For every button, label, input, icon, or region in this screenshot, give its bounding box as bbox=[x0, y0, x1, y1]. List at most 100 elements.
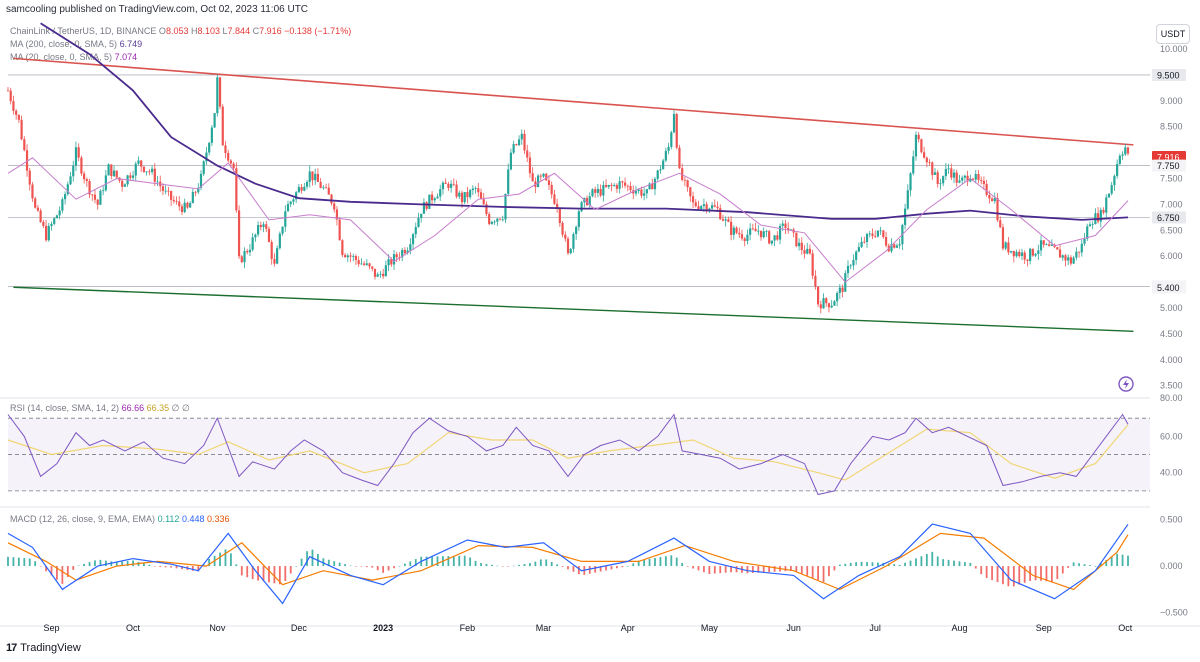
candle-body bbox=[161, 186, 165, 191]
macd-histogram-bar bbox=[610, 566, 613, 570]
candle-body bbox=[450, 183, 453, 188]
candle-body bbox=[153, 168, 156, 182]
macd-histogram-bar bbox=[72, 566, 75, 570]
candle-body bbox=[455, 184, 458, 197]
candle-body bbox=[191, 191, 194, 204]
macd-histogram-bar bbox=[164, 566, 167, 568]
time-axis-tick-label: Sep bbox=[43, 623, 59, 633]
price-axis-tick-label: 4.500 bbox=[1160, 329, 1183, 339]
candle-series bbox=[6, 74, 1130, 314]
candle-body bbox=[107, 164, 110, 176]
candle-body bbox=[477, 188, 480, 193]
candle-body bbox=[110, 164, 113, 177]
candle-body bbox=[1061, 255, 1064, 258]
macd-histogram-bar bbox=[300, 558, 303, 567]
currency-button[interactable]: USDT bbox=[1156, 24, 1190, 44]
candle-body bbox=[958, 180, 961, 183]
macd-histogram-bar bbox=[925, 554, 928, 567]
candle-body bbox=[278, 233, 281, 249]
macd-histogram-bar bbox=[605, 566, 607, 571]
candle-body bbox=[194, 191, 197, 193]
candle-body bbox=[23, 139, 26, 151]
macd-histogram-bar bbox=[306, 551, 308, 567]
candle-body bbox=[1107, 193, 1111, 198]
candle-body bbox=[645, 189, 648, 194]
macd-histogram-bar bbox=[730, 566, 733, 573]
macd-histogram-bar bbox=[784, 566, 787, 572]
price-axis-tick-label: 7.500 bbox=[1160, 174, 1183, 184]
candle-body bbox=[749, 228, 752, 235]
candle-body bbox=[1102, 209, 1105, 213]
candle-body bbox=[1118, 155, 1121, 164]
macd-histogram-bar bbox=[230, 553, 232, 567]
candle-body bbox=[653, 178, 657, 190]
macd-histogram-bar bbox=[920, 556, 923, 567]
macd-histogram-bar bbox=[1121, 554, 1124, 567]
candle-body bbox=[615, 184, 619, 189]
macd-histogram-bar bbox=[1045, 566, 1048, 582]
candle-body bbox=[591, 189, 594, 197]
candle-body bbox=[610, 184, 613, 186]
candle-body bbox=[121, 180, 124, 187]
macd-histogram-bar bbox=[1127, 555, 1129, 567]
candle-body bbox=[305, 181, 309, 187]
candle-body bbox=[536, 175, 540, 188]
candle-body bbox=[433, 198, 436, 201]
macd-histogram-bar bbox=[45, 566, 47, 572]
macd-histogram-bar bbox=[333, 561, 336, 567]
candle-body bbox=[659, 169, 662, 171]
candle-body bbox=[939, 183, 942, 185]
candle-body bbox=[61, 199, 64, 211]
candle-body bbox=[520, 133, 523, 140]
candle-body bbox=[1072, 257, 1075, 264]
candle-body bbox=[322, 187, 325, 189]
candle-body bbox=[471, 188, 474, 191]
candle-body bbox=[406, 250, 409, 254]
macd-histogram-bar bbox=[77, 565, 80, 567]
macd-histogram-bar bbox=[539, 559, 542, 567]
price-tag-label: 5.400 bbox=[1157, 283, 1180, 293]
candle-body bbox=[553, 194, 556, 204]
candle-body bbox=[923, 152, 926, 158]
candle-body bbox=[488, 214, 491, 224]
macd-histogram-bar bbox=[474, 560, 477, 567]
candle-body bbox=[183, 202, 186, 213]
candle-body bbox=[700, 206, 703, 209]
price-axis-tick-label: 4.000 bbox=[1160, 355, 1183, 365]
tradingview-logo[interactable]: 17 TradingView bbox=[6, 642, 81, 654]
macd-histogram-bar bbox=[327, 559, 330, 567]
macd-histogram-bar bbox=[572, 566, 575, 572]
candle-body bbox=[830, 305, 833, 308]
candle-body bbox=[1116, 163, 1119, 176]
candle-body bbox=[800, 242, 803, 251]
macd-histogram-bar bbox=[811, 566, 814, 578]
ma20-label: MA (20, close, 0, SMA, 5) bbox=[10, 52, 113, 62]
candle-body bbox=[751, 228, 754, 230]
candle-body bbox=[1004, 242, 1007, 249]
candle-body bbox=[384, 265, 387, 277]
macd-histogram-bar bbox=[828, 566, 830, 577]
candle-body bbox=[787, 227, 790, 231]
macd-histogram-bar bbox=[817, 566, 819, 580]
candle-body bbox=[909, 173, 912, 191]
candle-body bbox=[585, 197, 589, 206]
candle-body bbox=[523, 133, 526, 151]
candle-body bbox=[447, 183, 450, 188]
candle-body bbox=[708, 208, 711, 211]
candle-body bbox=[346, 255, 349, 258]
macd-histogram-bar bbox=[838, 564, 841, 567]
macd-histogram-bar bbox=[447, 556, 450, 567]
candle-body bbox=[670, 132, 673, 147]
macd-axis-tick-label: 0.500 bbox=[1160, 514, 1183, 524]
candle-body bbox=[816, 286, 820, 305]
candle-body bbox=[55, 215, 59, 219]
macd-histogram-bar bbox=[50, 566, 53, 576]
candle-body bbox=[150, 168, 154, 172]
candle-body bbox=[1105, 197, 1108, 213]
macd-line bbox=[7, 523, 1129, 605]
candle-body bbox=[34, 198, 37, 208]
candle-body bbox=[738, 232, 741, 235]
candle-body bbox=[613, 184, 616, 186]
candle-body bbox=[868, 233, 871, 235]
